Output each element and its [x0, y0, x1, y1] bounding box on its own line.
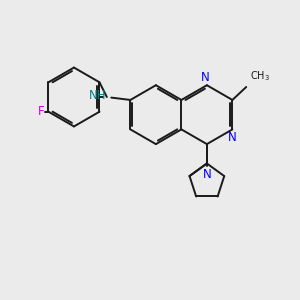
Text: N: N: [202, 168, 211, 181]
Text: NH: NH: [89, 89, 107, 102]
Text: N: N: [201, 71, 210, 84]
Text: CH$_3$: CH$_3$: [250, 69, 270, 83]
Text: N: N: [228, 131, 237, 144]
Text: F: F: [38, 105, 44, 118]
